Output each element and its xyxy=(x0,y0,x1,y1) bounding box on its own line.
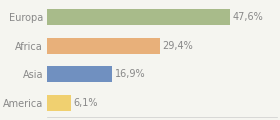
Bar xyxy=(47,66,112,82)
Text: 6,1%: 6,1% xyxy=(73,98,98,108)
Text: 29,4%: 29,4% xyxy=(163,41,193,51)
Text: 16,9%: 16,9% xyxy=(115,69,145,79)
Text: 47,6%: 47,6% xyxy=(232,12,263,22)
Bar xyxy=(47,38,160,54)
Bar xyxy=(47,9,230,25)
Bar xyxy=(47,95,71,111)
